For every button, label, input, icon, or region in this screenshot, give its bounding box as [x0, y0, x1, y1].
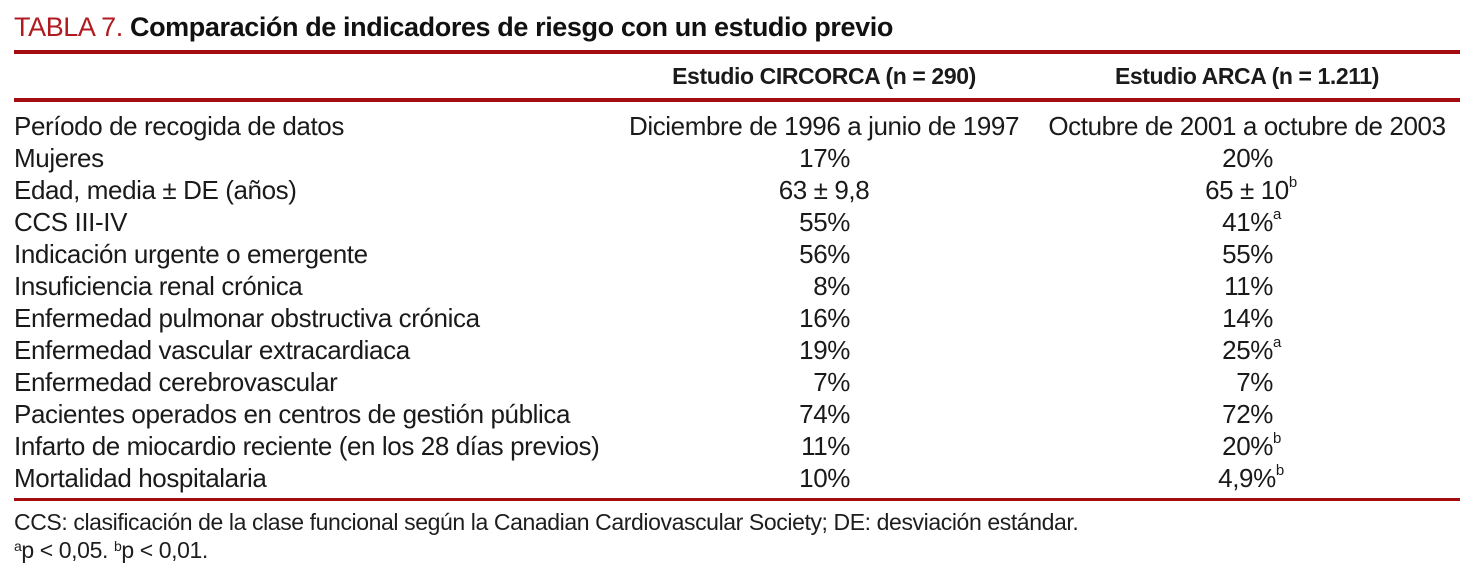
cell-circorca: 7%	[614, 366, 1034, 398]
cell-arca: 41% a	[1034, 206, 1460, 238]
header-circorca: Estudio CIRCORCA (n = 290)	[672, 62, 976, 89]
cell-value: 20%	[1222, 431, 1273, 461]
cell-arca: 25% a	[1034, 334, 1460, 366]
cell-value: 19%	[799, 335, 850, 365]
table-row: Infarto de miocardio reciente (en los 28…	[0, 430, 1474, 462]
cell-value: Diciembre de 1996 a junio de 1997	[628, 111, 1020, 141]
significance-superscript: b	[1275, 462, 1285, 479]
cell-arca: 7%	[1034, 366, 1460, 398]
row-label: Enfermedad cerebrovascular	[14, 367, 338, 397]
footnote-superscript: b	[113, 538, 122, 554]
row-label: CCS III-IV	[14, 207, 128, 237]
footnote-superscript: a	[14, 538, 22, 554]
cell-value: 65 ± 10	[1205, 175, 1289, 205]
cell-circorca: 74%	[614, 398, 1034, 430]
row-label: Insuficiencia renal crónica	[14, 271, 303, 301]
table-title: Comparación de indicadores de riesgo con…	[129, 12, 893, 42]
cell-circorca: 55%	[614, 206, 1034, 238]
cell-circorca: 56%	[614, 238, 1034, 270]
row-label: Enfermedad pulmonar obstructiva crónica	[14, 303, 480, 333]
table-row: Edad, media ± DE (años) 63 ± 9,8 65 ± 10 b	[0, 174, 1474, 206]
cell-arca: 72%	[1034, 398, 1460, 430]
cell-value: 8%	[813, 271, 850, 301]
cell-circorca: 63 ± 9,8	[614, 174, 1034, 206]
cell-value: Octubre de 2001 a octubre de 2003	[1048, 111, 1446, 141]
table-row: Insuficiencia renal crónica 8% 11%	[0, 270, 1474, 302]
cell-arca: 4,9% b	[1034, 462, 1460, 494]
table-row: CCS III-IV 55% 41% a	[0, 206, 1474, 238]
row-label: Infarto de miocardio reciente (en los 28…	[14, 431, 600, 461]
row-label: Período de recogida de datos	[14, 111, 344, 141]
cell-value: 55%	[1222, 239, 1273, 269]
table-row: Enfermedad cerebrovascular 7% 7%	[0, 366, 1474, 398]
row-label: Enfermedad vascular extracardiaca	[14, 335, 410, 365]
significance-superscript: a	[1273, 334, 1282, 351]
cell-value: 72%	[1222, 399, 1273, 429]
cell-value: 74%	[799, 399, 850, 429]
table-row: Indicación urgente o emergente 56% 55%	[0, 238, 1474, 270]
cell-circorca: 17%	[614, 142, 1034, 174]
header-arca: Estudio ARCA (n = 1.211)	[1114, 62, 1380, 89]
cell-value: 14%	[1222, 303, 1273, 333]
row-label: Indicación urgente o emergente	[14, 239, 368, 269]
cell-arca: 14%	[1034, 302, 1460, 334]
cell-value: 16%	[799, 303, 850, 333]
cell-value: 25%	[1222, 335, 1273, 365]
cell-circorca: Diciembre de 1996 a junio de 1997	[614, 110, 1034, 142]
cell-circorca: 8%	[614, 270, 1034, 302]
table-row: Mujeres 17% 20%	[0, 142, 1474, 174]
cell-arca: 65 ± 10 b	[1034, 174, 1460, 206]
table-caption: TABLA 7. Comparación de indicadores de r…	[0, 0, 1474, 42]
row-label: Mujeres	[14, 143, 104, 173]
cell-value: 17%	[799, 143, 850, 173]
row-label: Pacientes operados en centros de gestión…	[14, 399, 571, 429]
table-row: Enfermedad vascular extracardiaca 19% 25% a	[0, 334, 1474, 366]
cell-circorca: 11%	[614, 430, 1034, 462]
cell-circorca: 16%	[614, 302, 1034, 334]
header-rule	[14, 98, 1460, 102]
cell-value: 41%	[1222, 207, 1273, 237]
top-rule	[14, 50, 1460, 54]
cell-value: 11%	[1224, 271, 1273, 301]
cell-circorca: 19%	[614, 334, 1034, 366]
cell-value: 63 ± 9,8	[778, 175, 870, 205]
cell-value: 4,9%	[1218, 463, 1276, 493]
row-label: Mortalidad hospitalaria	[14, 463, 267, 493]
table-row: Período de recogida de datos Diciembre de…	[0, 110, 1474, 142]
cell-value: 10%	[799, 463, 850, 493]
significance-superscript: b	[1273, 430, 1282, 447]
cell-value: 56%	[799, 239, 850, 269]
cell-arca: 20%	[1034, 142, 1460, 174]
table-row: Pacientes operados en centros de gestión…	[0, 398, 1474, 430]
cell-value: 7%	[1236, 367, 1273, 397]
cell-value: 11%	[801, 431, 850, 461]
significance-superscript: b	[1288, 174, 1298, 191]
cell-value: 55%	[799, 207, 850, 237]
cell-arca: 11%	[1034, 270, 1460, 302]
table-row: Enfermedad pulmonar obstructiva crónica 1…	[0, 302, 1474, 334]
cell-value: 7%	[813, 367, 850, 397]
cell-value: 20%	[1222, 143, 1273, 173]
cell-arca: 55%	[1034, 238, 1460, 270]
cell-arca: 20% b	[1034, 430, 1460, 462]
footnote-significance: ap < 0,05. bp < 0,01.	[14, 537, 208, 563]
table-row: Mortalidad hospitalaria 10% 4,9% b	[0, 462, 1474, 494]
table-body: Período de recogida de datos Diciembre de…	[0, 102, 1474, 498]
row-label: Edad, media ± DE (años)	[14, 175, 297, 205]
table-number-label: TABLA 7.	[14, 12, 123, 42]
cell-circorca: 10%	[614, 462, 1034, 494]
significance-superscript: a	[1273, 206, 1282, 223]
cell-arca: Octubre de 2001 a octubre de 2003	[1034, 110, 1460, 142]
footnote-abbreviations: CCS: clasificación de la clase funcional…	[14, 509, 1079, 535]
bottom-rule	[14, 498, 1460, 501]
header-row: Estudio CIRCORCA (n = 290) Estudio ARCA …	[0, 54, 1474, 98]
